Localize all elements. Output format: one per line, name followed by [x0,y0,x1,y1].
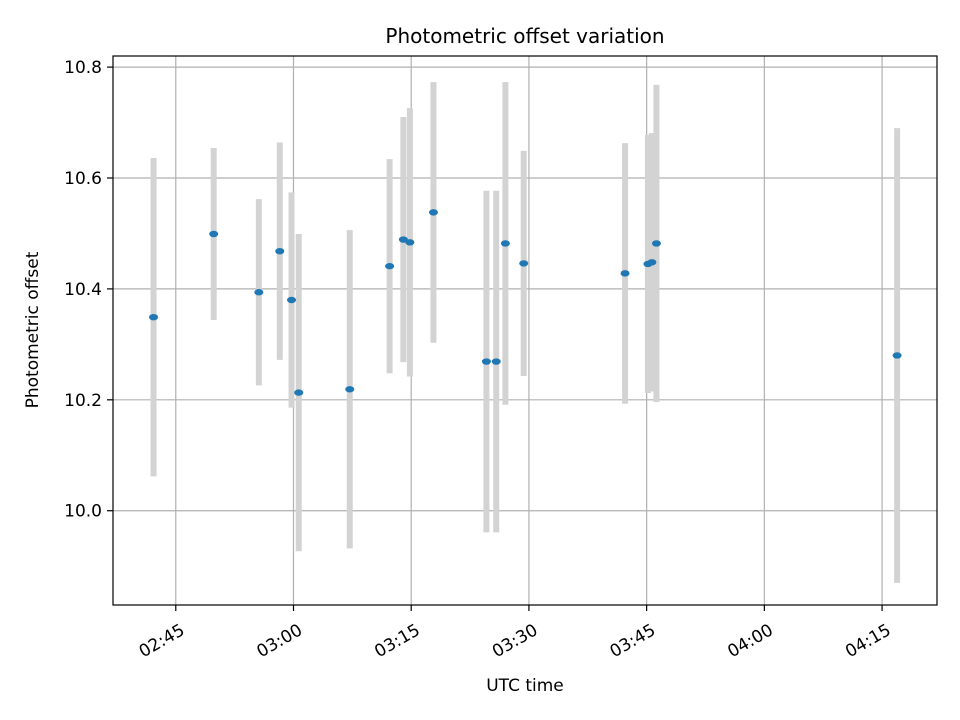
y-tick-label: 10.0 [64,502,102,522]
data-point [345,386,355,393]
data-point [254,289,264,296]
data-point [275,248,285,255]
data-point [149,313,159,321]
y-axis-label: Photometric offset [23,251,43,408]
data-point [405,239,415,246]
data-point [481,358,491,365]
data-point [651,240,661,247]
data-point [398,236,408,243]
data-point [491,358,501,365]
data-points [149,209,902,396]
y-tick-label: 10.2 [64,391,102,411]
data-point [294,389,304,396]
y-tick-label: 10.6 [64,169,102,189]
data-point [287,296,297,304]
y-axis: 10.0 10.2 10.4 10.6 10.8 [64,58,113,522]
data-point [892,352,902,359]
data-point [209,230,219,238]
data-point [500,240,510,247]
x-axis-label: UTC time [486,676,564,696]
y-tick-label: 10.4 [64,280,102,300]
chart-title: Photometric offset variation [385,24,664,48]
data-point [519,260,529,267]
data-point [428,209,438,216]
data-point [647,259,657,266]
plot-frame [112,55,938,606]
data-point [620,270,630,277]
data-point [385,262,395,270]
y-tick-label: 10.8 [64,58,102,78]
